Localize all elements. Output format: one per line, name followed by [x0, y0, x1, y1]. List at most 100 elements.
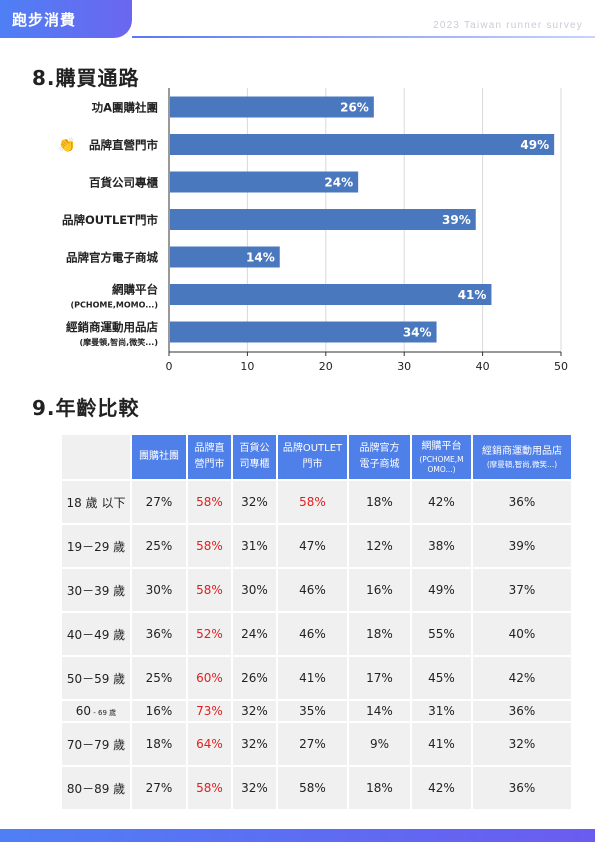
table-cell: 37%	[473, 569, 571, 611]
table-cell: 40%	[473, 613, 571, 655]
table-cell: 25%	[132, 525, 186, 567]
table-cell: 18%	[132, 723, 186, 765]
age-group-label: 19－29 歲	[66, 539, 126, 554]
table-cell: 41%	[278, 657, 347, 699]
age-group-cell: 80－89 歲	[62, 767, 130, 809]
table-row: 80－89 歲 27% 58% 32% 58% 18% 42% 36%	[62, 767, 571, 809]
x-tick-label: 0	[166, 360, 173, 373]
column-header-line: 百貨公	[239, 443, 270, 454]
table-cell: 36%	[132, 613, 186, 655]
table-row: 60 - 69 歲 16% 73% 32% 35% 14% 31% 36%	[62, 701, 571, 721]
age-group-label: 70－79 歲	[66, 737, 126, 752]
age-group-label: 18 歲 以下	[66, 495, 126, 510]
column-header-subtext: (摩曼頓,智尚,微笑...)	[486, 460, 558, 469]
table-cell: 30%	[233, 569, 276, 611]
bar-value-label: 49%	[520, 138, 549, 152]
age-group-label: 50－59 歲	[66, 671, 126, 686]
table-cell: 42%	[412, 481, 471, 523]
table-cell: 25%	[132, 657, 186, 699]
column-header-line: 電子商城	[359, 459, 400, 470]
column-header: 百貨公 司專櫃	[233, 435, 276, 479]
age-group-suffix: - 69 歲	[91, 709, 117, 717]
table-cell: 58%	[188, 767, 231, 809]
table-header-row: 團購社團 品牌直 營門市 百貨公 司專櫃 品牌OUTLET 門市 品牌官方 電子商城 網購平台 (P…	[62, 435, 571, 479]
table-cell: 36%	[473, 767, 571, 809]
table-cell: 58%	[278, 767, 347, 809]
column-header-line: 司專櫃	[239, 459, 270, 470]
age-group-label: 30－39 歲	[66, 583, 126, 598]
section-title-purchase-channel: 8.購買通路	[32, 66, 140, 90]
bar	[170, 96, 374, 118]
table-cell: 38%	[412, 525, 471, 567]
clapping-hands-icon: 👏	[58, 137, 75, 154]
column-header: 品牌官方 電子商城	[349, 435, 410, 479]
column-header: 經銷商運動用品店 (摩曼頓,智尚,微笑...)	[473, 435, 571, 479]
bar-value-label: 26%	[340, 101, 369, 115]
column-header-line: 品牌官方	[359, 443, 400, 454]
table-cell: 32%	[473, 723, 571, 765]
table-cell: 36%	[473, 701, 571, 721]
age-group-label: 40－49 歲	[66, 627, 126, 642]
age-comparison-table: 團購社團 品牌直 營門市 百貨公 司專櫃 品牌OUTLET 門市 品牌官方 電子商城 網購平台 (P…	[60, 433, 573, 811]
header-divider	[132, 36, 595, 38]
category-label: 功A團購社團	[92, 101, 158, 115]
age-group-label: 80－89 歲	[66, 781, 126, 796]
table-cell: 18%	[349, 613, 410, 655]
bar	[170, 209, 476, 230]
column-header-line: 品牌直	[194, 443, 225, 454]
table-row: 50－59 歲 25% 60% 26% 41% 17% 45% 42%	[62, 657, 571, 699]
bar	[170, 284, 492, 305]
table-cell: 27%	[278, 723, 347, 765]
section-title-age-comparison: 9.年齡比較	[32, 396, 140, 420]
age-group-cell: 60 - 69 歲	[62, 701, 130, 721]
table-cell: 42%	[473, 657, 571, 699]
table-cell: 32%	[233, 723, 276, 765]
age-group-label: 60	[75, 704, 92, 718]
table-cell: 32%	[233, 701, 276, 721]
table-cell: 31%	[233, 525, 276, 567]
column-header-line: 網購平台	[421, 441, 462, 452]
table-cell: 42%	[412, 767, 471, 809]
table-cell: 73%	[188, 701, 231, 721]
table-cell: 31%	[412, 701, 471, 721]
table-cell: 55%	[412, 613, 471, 655]
bar-value-label: 34%	[403, 326, 432, 340]
table-cell: 58%	[188, 481, 231, 523]
column-header: 品牌OUTLET 門市	[278, 435, 347, 479]
age-comparison-table-wrap: 團購社團 品牌直 營門市 百貨公 司專櫃 品牌OUTLET 門市 品牌官方 電子商城 網購平台 (P…	[60, 433, 573, 811]
table-cell: 36%	[473, 481, 571, 523]
bar	[170, 171, 359, 193]
age-group-cell: 70－79 歲	[62, 723, 130, 765]
column-header-line: 門市	[302, 459, 323, 470]
x-tick-label: 20	[319, 360, 333, 373]
table-cell: 14%	[349, 701, 410, 721]
table-cell: 27%	[132, 481, 186, 523]
table-row: 40－49 歲 36% 52% 24% 46% 18% 55% 40%	[62, 613, 571, 655]
column-header-line: 營門市	[194, 459, 225, 470]
table-cell: 16%	[349, 569, 410, 611]
header-tab: 跑步消費	[0, 0, 132, 38]
column-header-subtext: (PCHOME,M OMO...)	[419, 455, 464, 474]
table-cell: 52%	[188, 613, 231, 655]
category-label: 品牌官方電子商城	[66, 251, 158, 265]
table-cell: 47%	[278, 525, 347, 567]
table-cell: 39%	[473, 525, 571, 567]
table-cell: 32%	[233, 481, 276, 523]
table-cell: 18%	[349, 481, 410, 523]
table-cell: 12%	[349, 525, 410, 567]
column-header-line: 品牌OUTLET	[282, 443, 343, 454]
table-cell: 46%	[278, 613, 347, 655]
table-cell: 9%	[349, 723, 410, 765]
age-group-cell: 30－39 歲	[62, 569, 130, 611]
category-label: 品牌直營門市	[89, 138, 158, 152]
age-group-cell: 50－59 歲	[62, 657, 130, 699]
table-cell: 58%	[188, 569, 231, 611]
table-cell: 58%	[188, 525, 231, 567]
x-tick-label: 50	[554, 360, 568, 373]
bar-value-label: 24%	[324, 176, 353, 190]
table-cell: 41%	[412, 723, 471, 765]
bar	[170, 246, 280, 268]
purchase-channel-bar-chart: 0 10 20 30 40 50 26% 功A團購社團 49% 品牌直營門市 👏 24% 百貨公司專櫃 3…	[58, 88, 568, 373]
x-tick-label: 30	[397, 360, 411, 373]
age-group-cell: 19－29 歲	[62, 525, 130, 567]
